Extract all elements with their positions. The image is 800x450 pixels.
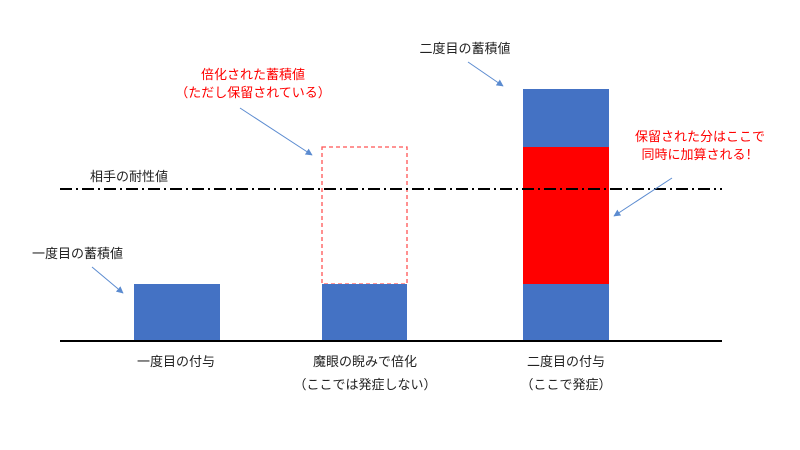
arrow-second-value (467, 61, 504, 87)
label-resistance: 相手の耐性値 (90, 169, 168, 185)
second-application-base-bar (523, 284, 609, 341)
held-added-bar (523, 147, 609, 284)
label-first-value: 一度目の蓄積値 (32, 246, 123, 262)
second-application-top-bar (523, 89, 609, 147)
label-held-line2: 同時に加算される！ (641, 148, 758, 163)
arrow-held-added (613, 177, 673, 217)
doubled-held-outline (321, 146, 408, 285)
arrow-doubled-value (239, 107, 313, 156)
x-label-first-application: 一度目の付与 (137, 354, 215, 370)
label-held-line1: 保留された分はここで (635, 130, 765, 145)
first-application-bar (134, 284, 220, 341)
arrow-first-value (91, 266, 124, 294)
label-doubled-line1: 倍化された蓄積値 (201, 67, 305, 83)
x-label-doubling-line1: 魔眼の睨みで倍化 (313, 355, 417, 370)
x-label-doubling-line2: （ここでは発症しない） (293, 378, 436, 393)
doubling-base-bar (322, 284, 407, 341)
label-doubled-line2: （ただし保留されている） (175, 86, 331, 101)
x-label-second-line1: 二度目の付与 (527, 354, 605, 370)
label-second-value: 二度目の蓄積値 (419, 41, 510, 57)
x-label-second-line2: （ここで発症） (520, 378, 611, 393)
